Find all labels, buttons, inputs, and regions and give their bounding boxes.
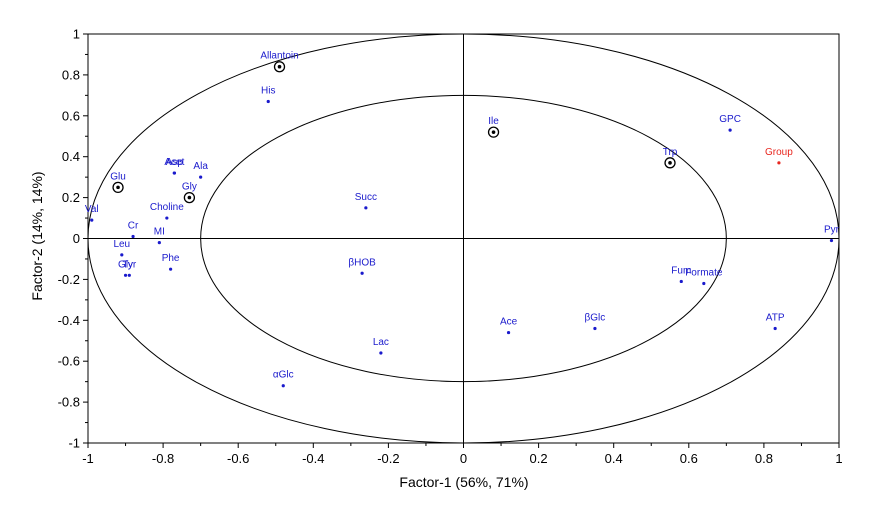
point-label-glc: βGlc xyxy=(585,312,606,323)
point-lac xyxy=(379,351,383,355)
x-tick-label: 1 xyxy=(835,451,842,466)
point-ace xyxy=(506,330,511,335)
point-label-pyr: Pyr xyxy=(824,225,840,236)
x-tick-label: 0 xyxy=(460,451,467,466)
point-leu xyxy=(120,253,124,257)
point-label-leu: Leu xyxy=(113,239,130,250)
point-label-glc: αGlc xyxy=(273,370,294,381)
point-gpc xyxy=(728,128,732,132)
x-tick-label: 0.6 xyxy=(680,451,698,466)
y-tick-label: 0.4 xyxy=(62,149,80,164)
y-tick-label: -0.4 xyxy=(58,313,80,328)
point-allantoin xyxy=(277,64,282,69)
point-label-formate: Formate xyxy=(685,267,723,278)
point-label-trp: Trp xyxy=(663,147,678,158)
point-gly xyxy=(187,195,192,200)
point-glc xyxy=(281,384,285,388)
point-label-ile: Ile xyxy=(488,116,499,127)
point-label-acet: Acet xyxy=(164,157,184,168)
point-glc xyxy=(593,326,597,331)
point-label-fum: Fum xyxy=(671,265,691,276)
y-tick-label: 0.2 xyxy=(62,190,80,205)
y-tick-label: 0.8 xyxy=(62,67,80,82)
y-tick-label: 0 xyxy=(73,231,80,246)
point-label-cr: Cr xyxy=(128,220,139,231)
y-tick-label: 0.6 xyxy=(62,108,80,123)
point-choline xyxy=(165,216,169,220)
point-mi xyxy=(157,240,161,245)
point-label-lac: Lac xyxy=(373,337,389,348)
point-formate xyxy=(702,281,706,286)
highlight-circle-gly xyxy=(183,191,196,204)
point-label-glu: Glu xyxy=(110,171,126,182)
point-label-val: Val xyxy=(85,204,99,215)
y-axis-title: Factor-2 (14%, 14%) xyxy=(29,171,45,300)
point-his xyxy=(266,99,270,104)
x-tick-label: 0.4 xyxy=(605,451,623,466)
point-glu xyxy=(116,185,120,190)
y-tick-label: -0.6 xyxy=(58,354,80,369)
x-tick-label: -0.8 xyxy=(152,451,174,466)
y-tick-label: -0.2 xyxy=(58,272,80,287)
point-label-gly: Gly xyxy=(118,259,133,270)
point-label-asp: Asp xyxy=(166,157,184,168)
point-label-allantoin: Allantoin xyxy=(260,51,298,62)
point-tyr xyxy=(127,273,131,277)
x-tick-label: -0.2 xyxy=(377,451,399,466)
point-succ xyxy=(364,206,368,210)
point-gly xyxy=(123,273,128,277)
point-acet xyxy=(172,171,176,175)
point-label-his: His xyxy=(261,85,275,96)
point-group xyxy=(777,161,781,165)
x-tick-label: -1 xyxy=(82,451,94,466)
highlight-circle-allantoin xyxy=(273,61,286,73)
point-phe xyxy=(169,267,173,271)
point-label-ala: Ala xyxy=(193,161,208,172)
point-label-atp: ATP xyxy=(766,312,785,323)
highlight-circle-trp xyxy=(664,157,676,169)
y-tick-label: -1 xyxy=(68,436,80,451)
x-tick-label: 0.2 xyxy=(530,451,548,466)
point-label-phe: Phe xyxy=(162,253,180,264)
point-label-mi: MI xyxy=(154,227,165,238)
point-label-group: Group xyxy=(765,147,793,158)
point-label-gpc: GPC xyxy=(719,114,741,125)
x-tick-label: 0.8 xyxy=(755,451,773,466)
point-fum xyxy=(679,279,683,284)
point-label-choline: Choline xyxy=(150,202,184,213)
point-label-tyr: Tyr xyxy=(122,259,137,270)
point-ala xyxy=(199,175,203,179)
point-label-succ: Succ xyxy=(355,192,377,203)
point-hob xyxy=(360,271,364,275)
point-cr xyxy=(131,234,135,239)
y-tick-label: 1 xyxy=(73,27,80,42)
point-val xyxy=(90,218,94,222)
point-label-ace: Ace xyxy=(500,317,518,328)
highlight-circle-ile xyxy=(487,126,500,138)
x-tick-label: -0.4 xyxy=(302,451,324,466)
point-ile xyxy=(491,130,496,134)
point-pyr xyxy=(829,238,834,243)
point-trp xyxy=(668,161,672,165)
x-axis-title: Factor-1 (56%, 71%) xyxy=(399,474,528,490)
point-label-gly: Gly xyxy=(182,182,197,193)
highlight-circle-glu xyxy=(112,181,124,194)
x-tick-label: -0.6 xyxy=(227,451,249,466)
y-tick-label: -0.8 xyxy=(58,395,80,410)
point-atp xyxy=(773,326,777,331)
point-label-hob: βHOB xyxy=(348,257,376,268)
